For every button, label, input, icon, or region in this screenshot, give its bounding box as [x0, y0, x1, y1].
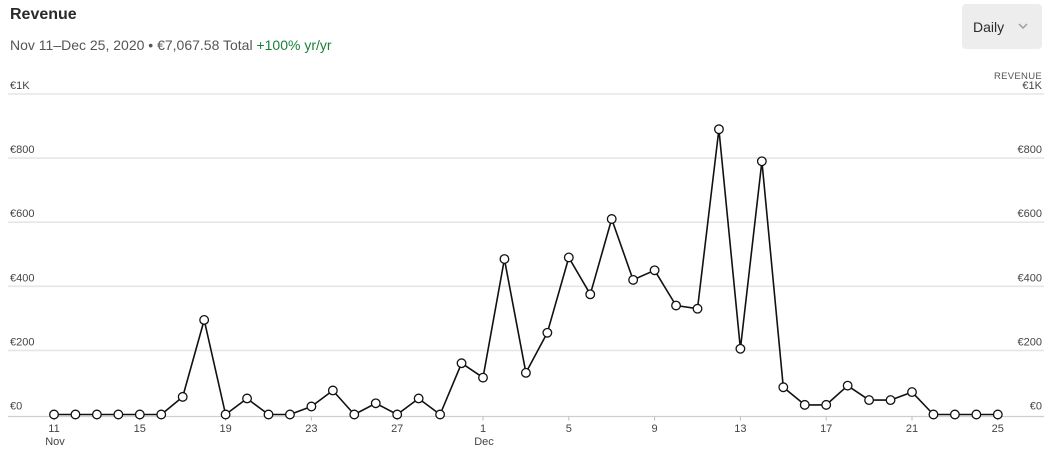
data-point: [864, 395, 875, 406]
data-point: [671, 300, 682, 311]
x-tick-label: 5: [566, 423, 572, 435]
x-tick-label: 13: [734, 423, 746, 435]
data-point: [563, 252, 574, 263]
y-tick-label-left: €200: [10, 336, 34, 348]
data-point: [821, 399, 832, 410]
x-tick-label: 21: [906, 423, 918, 435]
data-point: [971, 409, 982, 420]
y-tick-label-left: €0: [10, 401, 22, 413]
chart-subtitle: Nov 11–Dec 25, 2020 • €7,067.58 Total +1…: [10, 37, 332, 53]
y-tick-label-right: €200: [1018, 336, 1042, 348]
data-point: [928, 409, 939, 420]
data-point: [220, 409, 231, 420]
data-point: [199, 315, 210, 325]
y-tick-label-right: €600: [1018, 208, 1042, 220]
data-point: [499, 254, 510, 265]
data-point: [992, 409, 1003, 420]
x-tick-sublabel: Nov: [45, 436, 65, 448]
x-tick-label: 23: [305, 423, 317, 435]
data-point: [478, 372, 488, 383]
data-point: [520, 367, 531, 378]
x-tick-label: 17: [820, 423, 832, 435]
data-point: [907, 387, 917, 398]
data-point: [949, 409, 960, 420]
data-point: [799, 399, 810, 410]
data-point: [628, 274, 639, 285]
data-point: [263, 409, 274, 420]
y-tick-label-left: €1K: [10, 80, 30, 92]
separator: •: [148, 37, 154, 53]
data-point: [306, 401, 317, 412]
data-point: [842, 380, 853, 391]
y-tick-label-right: €800: [1018, 144, 1042, 156]
x-tick-label: 11: [48, 423, 59, 435]
data-point: [778, 382, 789, 393]
series-label: REVENUE: [994, 71, 1042, 82]
chart-title: Revenue: [10, 6, 77, 23]
data-point: [585, 289, 596, 300]
data-point: [756, 156, 767, 167]
x-tick-label: 19: [219, 423, 231, 435]
data-point: [349, 409, 360, 420]
data-point: [413, 393, 424, 404]
data-point: [91, 409, 102, 420]
data-point: [692, 303, 703, 314]
data-point: [156, 409, 167, 420]
data-point: [735, 343, 746, 354]
y-tick-label-left: €600: [10, 208, 34, 220]
y-tick-label-left: €400: [10, 272, 34, 284]
data-point: [714, 124, 724, 135]
data-point: [435, 409, 446, 420]
date-range: Nov 11–Dec 25, 2020: [10, 37, 145, 53]
revenue-total: €7,067.58 Total: [157, 37, 253, 53]
y-tick-label-right: €0: [1030, 401, 1042, 413]
data-point: [370, 398, 381, 409]
data-point: [542, 327, 553, 338]
data-point: [456, 358, 467, 369]
data-point: [606, 214, 617, 224]
period-select[interactable]: Daily: [962, 4, 1042, 49]
data-point: [242, 393, 253, 404]
data-point: [392, 409, 403, 420]
data-point: [327, 385, 338, 396]
data-point: [113, 409, 124, 420]
data-point: [177, 391, 188, 402]
x-tick-label: 1: [480, 423, 486, 435]
period-select-value: Daily: [973, 18, 1005, 35]
y-tick-label-right: €400: [1018, 272, 1042, 284]
data-point: [885, 395, 896, 406]
data-point: [649, 265, 660, 276]
x-tick-label: 27: [391, 423, 403, 435]
data-point: [70, 409, 81, 420]
x-tick-label: 25: [992, 423, 1004, 435]
chevron-down-icon: [1017, 19, 1029, 35]
data-point: [134, 409, 145, 420]
x-tick-sublabel: Dec: [474, 436, 494, 448]
revenue-change: +100% yr/yr: [256, 37, 332, 53]
x-tick-label: 15: [134, 423, 146, 435]
y-tick-label-right: €1K: [1022, 80, 1042, 92]
y-tick-label-left: €800: [10, 144, 34, 156]
x-tick-label: 9: [652, 423, 658, 435]
data-point: [285, 409, 295, 420]
data-point: [49, 409, 59, 420]
